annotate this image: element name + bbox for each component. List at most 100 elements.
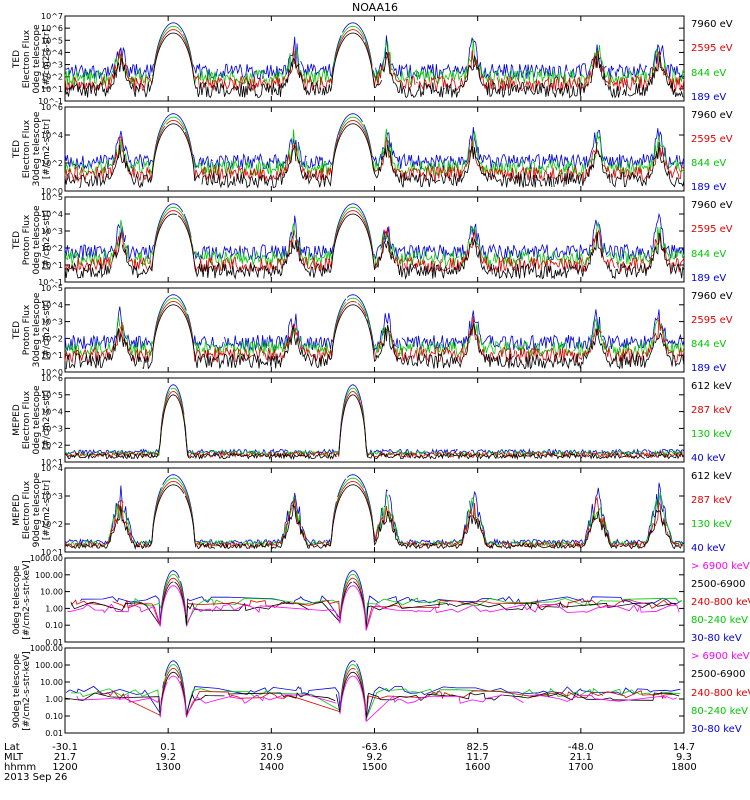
y-tick-label: 10.00: [40, 588, 63, 597]
y-tick-label: 10^4: [41, 408, 63, 417]
x-tick-hhmm: 1500: [361, 762, 388, 773]
series-trace: [70, 581, 676, 630]
panel-ylabel-line: [#/cm2-s-str]: [42, 299, 52, 361]
y-tick-label: 10^1: [41, 458, 63, 467]
panel-ylabel-line: 0deg telescope: [32, 204, 42, 275]
y-tick-label: 10^7: [41, 12, 63, 21]
panel-ylabel: TED Proton Flux 0deg telescope [#/cm2-s-str…: [12, 195, 56, 285]
panel-ylabel: TED Proton Flux 30deg telescope [#/cm2-s-st…: [12, 285, 56, 375]
x-tick-lat: 14.7: [672, 742, 696, 753]
legend-entry: > 6900 keV: [691, 651, 750, 662]
panel-ylabel-line: Electron Flux: [22, 29, 32, 88]
panel-ylabel-line: Electron Flux: [22, 390, 32, 450]
panel-ylabel-line: [#/cm2-s-str-keV]: [22, 560, 32, 640]
panel-ylabel-line: [#/cm2-s-str]: [42, 28, 52, 89]
panel-ylabel-line: 0deg telescope: [32, 385, 42, 455]
legend-entry: 189 eV: [691, 92, 727, 103]
legend-entry: 844 eV: [691, 67, 727, 79]
legend-entry: 2595 eV: [691, 315, 733, 326]
panel-ylabel: TED Electron Flux 0deg telescope [#/cm2-s-s…: [12, 14, 56, 104]
legend-entry: 40 keV: [691, 453, 726, 464]
panel-ylabel: TED Electron Flux 30deg telescope [#/cm2-s-…: [12, 104, 56, 194]
panel-ylabel: MEPED Electron Flux 90deg telescope [#/cm2-…: [12, 465, 56, 555]
y-tick-label: 10^4: [41, 131, 63, 140]
series-trace: [64, 390, 685, 459]
y-tick-label: 10^0: [41, 187, 63, 196]
y-tick-label: 100.00: [35, 661, 63, 670]
y-tick-label: 10^2: [41, 441, 63, 450]
x-tick-mlt: 21.7: [53, 752, 77, 763]
panel-ylabel-line: 0deg telescope: [12, 565, 22, 635]
panel-ylabel-line: Electron Flux: [22, 480, 32, 540]
panel-ylabel-line: [#/cm2-s-str-keV]: [22, 650, 32, 731]
y-tick-label: 10^5: [41, 284, 63, 293]
x-row-label: Lat: [4, 742, 20, 753]
series-trace: [64, 394, 685, 461]
y-tick-label: 10^4: [41, 301, 63, 310]
panel-frame: [64, 15, 685, 102]
legend-entry: 40 keV: [691, 543, 726, 554]
series-trace: [64, 206, 685, 268]
series-trace: [64, 384, 685, 456]
legend-entry: 2500-6900: [691, 579, 746, 590]
panel-ylabel-line: [#/cm2-s-str]: [42, 209, 52, 270]
x-tick-mlt: 11.7: [466, 752, 489, 763]
panel-ylabel-line: TED: [12, 320, 22, 340]
series-trace: [64, 304, 685, 370]
panel-ylabel-line: Proton Flux: [22, 214, 32, 265]
panel-ylabel: 90deg telescope [#/cm2-s-str-keV]: [12, 646, 56, 736]
y-tick-label: 10^0: [41, 368, 63, 377]
series-trace: [64, 671, 680, 721]
y-tick-label: 10^2: [41, 244, 63, 253]
panel-ylabel-line: 90deg telescope: [12, 653, 22, 728]
panel-ylabel-line: 30deg telescope: [32, 292, 42, 368]
x-tick-lat: 82.5: [466, 742, 489, 753]
series-trace: [64, 297, 685, 358]
panel-ylabel-line: 30deg telescope: [32, 111, 42, 187]
y-tick-label: 10^4: [41, 210, 63, 219]
x-tick-mlt: 9.2: [160, 752, 177, 763]
legend-entry: 612 keV: [691, 381, 732, 392]
y-tick-label: 1.00: [45, 695, 63, 704]
y-tick-label: 10^1: [41, 261, 63, 270]
legend-entry: 30-80 keV: [691, 633, 742, 644]
y-tick-label: 1000.00: [30, 644, 63, 653]
series-trace: [64, 477, 685, 547]
y-tick-label: 10^5: [41, 391, 63, 400]
legend-entry: 612 keV: [691, 471, 732, 482]
x-tick-lat: 0.1: [160, 742, 177, 753]
x-tick-hhmm: 1400: [258, 762, 285, 773]
x-tick-mlt: 9.3: [676, 752, 692, 763]
y-tick-label: 10^3: [41, 318, 63, 327]
y-tick-label: 10^3: [41, 227, 63, 236]
legend-entry: 7960 eV: [691, 200, 733, 211]
legend-entry: 80-240 keV: [691, 705, 749, 717]
legend-entry: 287 keV: [691, 405, 732, 416]
panel-ylabel-line: Electron Flux: [22, 119, 32, 179]
panel-frame: [64, 377, 685, 463]
y-tick-label: 10^5: [41, 193, 63, 202]
y-tick-label: 10^3: [41, 492, 63, 501]
x-row-label: MLT: [4, 752, 23, 763]
legend-entry: 189 eV: [691, 273, 727, 284]
y-tick-label: 10^1: [41, 351, 63, 360]
series-trace: [76, 675, 678, 723]
panel-ylabel-line: [#/cm2-s-str]: [42, 479, 52, 541]
x-tick-hhmm: 1300: [155, 762, 181, 773]
x-row-label: hhmm: [4, 762, 37, 773]
x-tick-lat: -63.6: [361, 742, 388, 753]
x-tick-mlt: 9.2: [366, 752, 383, 763]
legend-entry: 287 keV: [691, 495, 732, 506]
panel-ylabel-line: MEPED: [12, 404, 22, 436]
series-trace: [64, 213, 685, 280]
x-tick-mlt: 21.1: [569, 752, 592, 763]
panel-ylabel-line: Proton Flux: [22, 304, 32, 356]
legend-entry: 189 eV: [691, 363, 727, 374]
legend-entry: 2595 eV: [691, 224, 733, 236]
x-tick-lat: -30.1: [52, 742, 78, 753]
y-tick-label: 10^2: [41, 520, 63, 529]
y-tick-label: 10^3: [41, 424, 63, 433]
legend-entry: 30-80 keV: [691, 724, 742, 735]
y-tick-label: 10^-1: [38, 97, 63, 106]
series-trace: [65, 660, 681, 719]
